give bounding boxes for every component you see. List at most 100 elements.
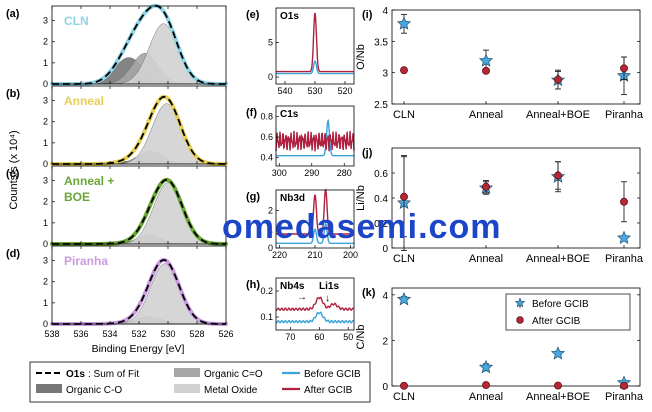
- y-tick-label: 0: [43, 319, 48, 329]
- x-tick-label: 536: [73, 329, 88, 339]
- after-line: [276, 188, 354, 235]
- panel-letter: (g): [246, 191, 260, 203]
- y-tick-label: 5: [268, 38, 273, 48]
- before-marker: [478, 359, 494, 374]
- before-marker: [396, 291, 412, 306]
- x-tick-label: 60: [314, 332, 324, 342]
- sample-name-line2: BOE: [64, 190, 90, 204]
- y-axis-label: C/Nb: [355, 324, 367, 349]
- y-axis-label: Counts/s (x 10⁴): [8, 130, 20, 209]
- panel-letter: (f): [246, 107, 257, 119]
- y-tick-label: 1: [43, 298, 48, 308]
- legend-ceo-label: Organic C=O: [204, 369, 263, 380]
- before-line: [275, 311, 354, 324]
- panel-letter: (a): [6, 8, 20, 20]
- y-tick-label: 4: [382, 6, 388, 17]
- panel-label: Nb3d: [280, 193, 305, 204]
- x-tick-label: 280: [337, 168, 352, 178]
- y-tick-label: 0: [43, 239, 48, 249]
- legend-ratio: Before GCIB After GCIB: [505, 293, 631, 331]
- panel-letter: (j): [362, 147, 373, 159]
- category-label: Anneal+BOE: [526, 109, 590, 121]
- legend-after-label: After GCIB: [304, 385, 353, 396]
- category-label: Anneal+BOE: [526, 391, 590, 403]
- x-tick-label: 530: [160, 329, 175, 339]
- category-label: Anneal: [469, 253, 503, 265]
- y-tick-label: 0: [268, 72, 273, 82]
- y-tick-label: 2: [43, 117, 48, 127]
- x-tick-label: 50: [343, 332, 353, 342]
- after-marker: [400, 381, 408, 390]
- after-marker: [400, 66, 408, 75]
- sample-name: Anneal +: [64, 174, 114, 188]
- legend-mo-label: Metal Oxide: [204, 385, 258, 396]
- x-tick-label: 532: [131, 329, 146, 339]
- category-label: Anneal: [469, 109, 503, 121]
- y-tick-label: 0: [43, 159, 48, 169]
- ratio-panel-C/Nb: 0 2 4 C/Nb (k) CLN Anneal Anneal+BOE Piranha: [355, 287, 644, 403]
- panel-label: O1s: [280, 11, 299, 22]
- panel-label2: Li1s: [319, 281, 339, 292]
- core-panel-O1s: 540 530 520 0 5 (e) O1s: [246, 7, 355, 96]
- before-marker: [616, 230, 632, 245]
- legend-before-label: Before GCIB: [532, 299, 589, 310]
- axes-box: [275, 105, 355, 167]
- legend-co-swatch: [36, 384, 62, 393]
- y-tick-label: 2: [43, 37, 48, 47]
- xps-panel-2: 0 1 2 3 (b) Anneal: [6, 85, 228, 169]
- before-marker: [396, 16, 412, 30]
- category-label: Anneal: [469, 391, 503, 403]
- y-tick-label: 2: [43, 197, 48, 207]
- y-tick-label: 0: [268, 243, 273, 253]
- xps-panel-3: 0 1 2 3 (c) Anneal + BOE: [6, 165, 228, 249]
- y-tick-label: 3: [43, 256, 48, 266]
- x-tick-label: 538: [44, 329, 59, 339]
- after-marker: [482, 182, 490, 191]
- legend-co-label: Organic C-O: [66, 385, 122, 396]
- x-tick-label: 540: [277, 86, 292, 96]
- y-tick-label: 0.6: [374, 169, 388, 180]
- axes-box: [275, 277, 355, 331]
- legend-ceo-swatch: [174, 368, 200, 377]
- legend-before-label: Before GCIB: [304, 369, 361, 380]
- y-tick-label: 1: [43, 218, 48, 228]
- component-metal_oxide: [52, 103, 226, 165]
- category-label: CLN: [393, 253, 415, 265]
- y-tick-label: 3: [382, 69, 388, 80]
- ratio-panel-O/Nb: 2.5 3 3.5 4 O/Nb (i) CLN Anneal Anneal+BOE Piranh…: [355, 6, 644, 121]
- panel-letter: (c): [6, 168, 20, 180]
- y-tick-label: 2.5: [374, 100, 388, 111]
- x-tick-label: 526: [218, 329, 233, 339]
- before-line: [276, 59, 354, 75]
- after-line: [275, 296, 354, 312]
- y-tick-label: 2: [268, 206, 273, 216]
- y-axis-label: Li/Nb: [355, 185, 367, 211]
- after-marker: [620, 64, 628, 73]
- panel-label: Nb4s: [280, 281, 305, 292]
- legend-after-label: After GCIB: [532, 316, 581, 327]
- after-marker: [554, 381, 562, 390]
- sample-name: Piranha: [64, 254, 108, 268]
- panel-letter: (e): [246, 9, 260, 21]
- y-tick-label: 4: [382, 291, 388, 302]
- x-tick-label: 70: [285, 332, 295, 342]
- before-marker: [550, 346, 566, 360]
- panel-letter: (b): [6, 88, 20, 100]
- xps-panel-1: 0 1 2 3 (a) CLN: [6, 3, 228, 89]
- y-axis-label: O/Nb: [355, 44, 367, 70]
- sample-name: CLN: [64, 14, 89, 28]
- legend-spectra: O1s: Sum of Fit Organic C-O Organic C=O Met…: [29, 361, 371, 403]
- y-tick-label: 0.4: [260, 153, 273, 163]
- panel-letter: (d): [6, 248, 20, 260]
- category-label: Piranha: [605, 253, 644, 265]
- after-marker: [620, 197, 628, 206]
- x-tick-label: 534: [102, 329, 117, 339]
- after-line: [276, 12, 354, 73]
- x-axis-label: Binding Energy [eV]: [92, 343, 185, 355]
- y-tick-label: 0.4: [374, 194, 388, 205]
- component-metal_oxide: [52, 23, 226, 85]
- axes-box: [391, 9, 641, 105]
- y-tick-label: 0.8: [260, 111, 273, 121]
- panel-letter: (i): [362, 9, 373, 21]
- sample-name: Anneal: [64, 94, 104, 108]
